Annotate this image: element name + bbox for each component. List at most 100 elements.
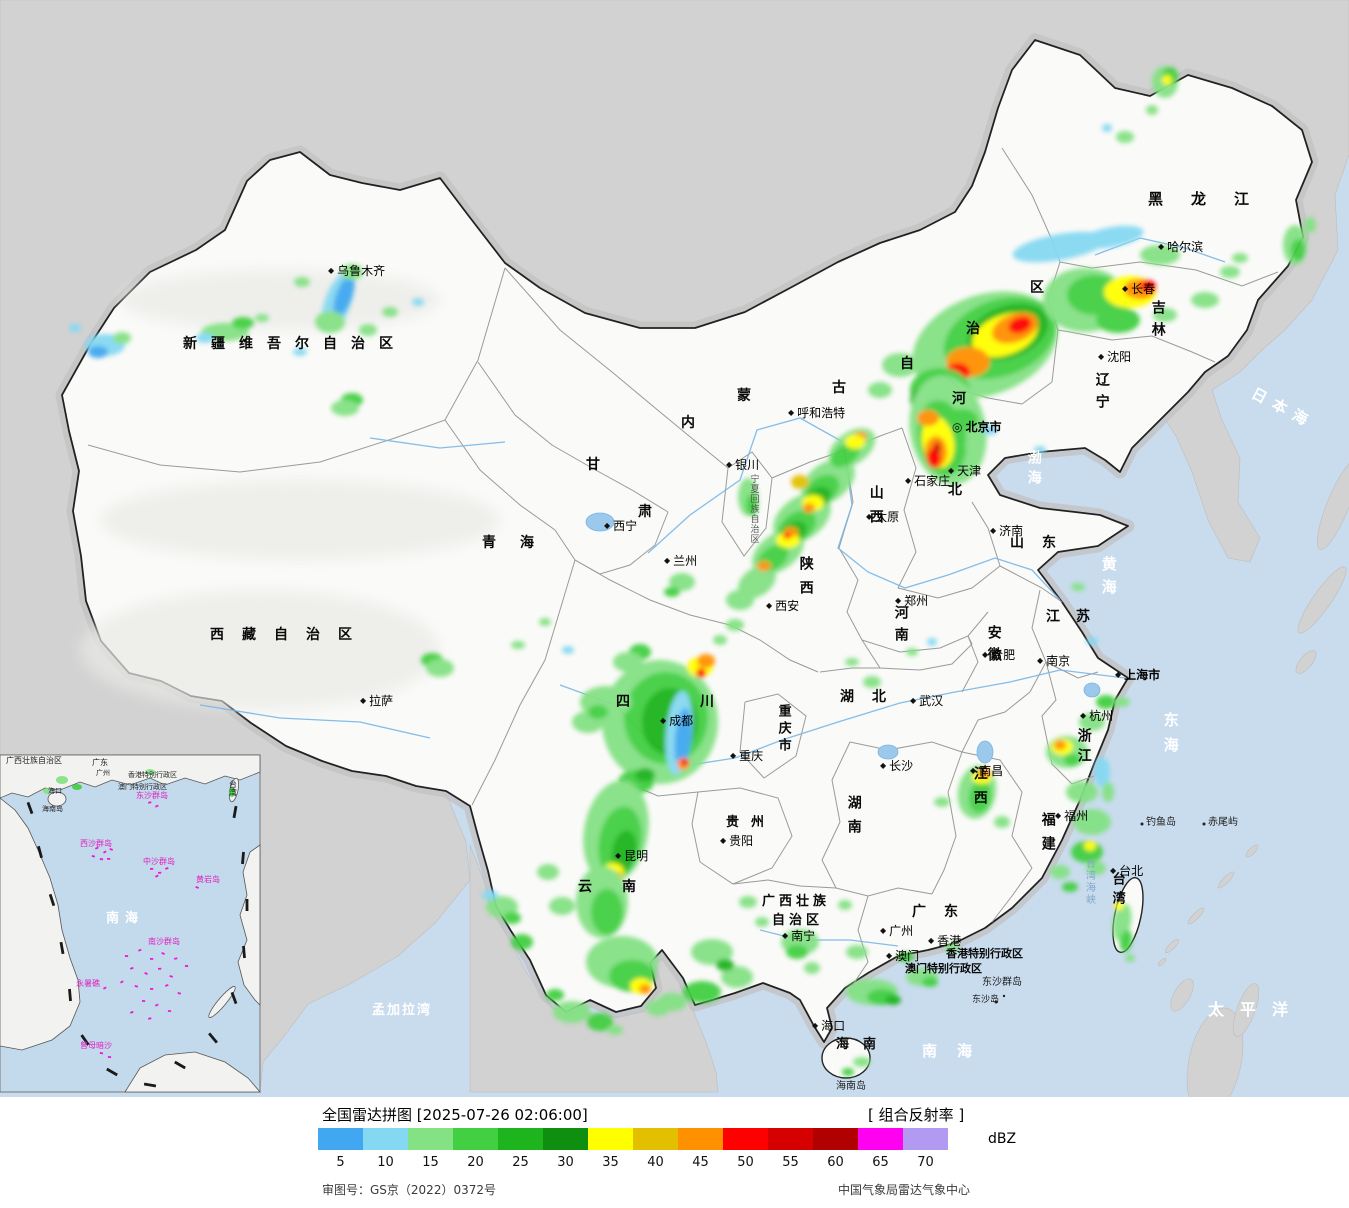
province-boundaries: [87, 147, 1279, 987]
radar-echo-15dbz: [382, 307, 398, 317]
radar-echo-15dbz: [613, 652, 643, 672]
radar-echo-45dbz: [803, 503, 815, 513]
islet-marker: [144, 972, 148, 975]
radar-echo-15dbz: [1220, 266, 1240, 278]
radar-echo-15dbz: [255, 314, 269, 322]
islet-marker: [177, 992, 182, 995]
inset-map: [0, 754, 261, 1093]
radar-echo-10dbz: [1102, 124, 1112, 132]
islet-marker: [130, 1010, 134, 1014]
radar-echo-10dbz: [69, 324, 81, 332]
radar-echo-20dbz: [587, 1013, 613, 1031]
radar-echo-15dbz: [1146, 105, 1158, 115]
radar-echo-15dbz: [1071, 583, 1085, 591]
license-label: 审图号：GS京（2022）0372号: [322, 1183, 496, 1197]
radar-echo-15dbz: [738, 565, 776, 599]
radar-echo-15dbz: [1066, 781, 1098, 803]
inset-land: [0, 754, 261, 1093]
radar-echo-15dbz: [846, 945, 868, 959]
islet-marker: [169, 975, 174, 978]
scale-value: 70: [917, 1155, 934, 1170]
scale-value: 30: [557, 1155, 574, 1170]
radar-echo-50dbz: [696, 668, 706, 678]
radar-echo-20dbz: [546, 989, 564, 1001]
radar-echo-10dbz: [1086, 637, 1098, 645]
scale-swatch-40: [633, 1128, 678, 1150]
boundary-dash: [80, 1034, 90, 1046]
scale-swatch-20: [453, 1128, 498, 1150]
radar-echo-15dbz: [882, 353, 918, 377]
map-title: 全国雷达拼图 [2025-07-26 02:06:00]: [322, 1106, 588, 1124]
radar-echo-10dbz: [1080, 225, 1144, 249]
island-dots: [994, 822, 1206, 1004]
islet-marker: [158, 967, 162, 970]
radar-echo-5dbz: [88, 346, 108, 358]
radar-echo-20dbz: [842, 1068, 854, 1076]
radar-echo-15dbz: [804, 962, 820, 974]
product-label: [ 组合反射率 ]: [868, 1106, 965, 1124]
radar-echo-15dbz: [1086, 861, 1106, 875]
radar-echo-15dbz: [713, 635, 727, 645]
islet-marker: [141, 1000, 146, 1003]
scale-swatch-70: [903, 1128, 948, 1150]
radar-echo-15dbz: [315, 311, 345, 333]
islet-marker: [150, 868, 154, 870]
radar-echo-15dbz: [945, 943, 959, 953]
islet-marker: [91, 855, 96, 858]
radar-echo-15dbz: [539, 618, 551, 626]
radar-echo-20dbz: [511, 934, 533, 950]
islet-marker: [165, 867, 169, 870]
radar-echo-15dbz: [1140, 245, 1180, 265]
radar-echo-15dbz: [1125, 954, 1135, 962]
radar-echo-15dbz: [294, 277, 310, 287]
scale-value: 55: [782, 1155, 799, 1170]
radar-echo-40dbz: [791, 475, 809, 489]
radar-echo-15dbz: [549, 897, 575, 915]
radar-echo-15dbz: [853, 1057, 871, 1067]
radar-echo-15dbz: [965, 438, 985, 452]
radar-echo-15dbz: [994, 816, 1010, 828]
radar-echo-5dbz: [674, 708, 692, 768]
scale-swatch-60: [813, 1128, 858, 1150]
radar-echo-45dbz: [917, 410, 939, 426]
radar-echo-15dbz: [1153, 308, 1177, 322]
hainan-island: [821, 1037, 871, 1079]
scale-swatch-35: [588, 1128, 633, 1150]
radar-echo-10dbz: [412, 298, 424, 306]
radar-echo-20dbz: [1064, 754, 1080, 766]
islet-marker: [148, 801, 152, 804]
radar-echo-15dbz: [511, 641, 525, 649]
scale-swatch-25: [498, 1128, 543, 1150]
radar-echo-15dbz: [1073, 809, 1111, 835]
radar-echo-25dbz: [635, 768, 655, 782]
islet-marker: [109, 848, 114, 851]
islet-marker: [174, 957, 178, 960]
islet-marker: [167, 1009, 172, 1013]
boundary-dash: [208, 1032, 218, 1044]
radar-echo-20dbz: [588, 705, 608, 719]
scale-value: 10: [377, 1155, 394, 1170]
radar-echo-20dbz: [968, 781, 992, 813]
radar-echo-15dbz: [838, 900, 852, 910]
scale-value: 35: [602, 1155, 619, 1170]
boundary-dash: [37, 845, 43, 859]
islet-marker: [107, 857, 111, 860]
scale-swatch-30: [543, 1128, 588, 1150]
radar-echo-20dbz: [1062, 882, 1078, 892]
scale-value: 15: [422, 1155, 439, 1170]
radar-echo-20dbz: [746, 494, 758, 516]
radar-echo-20dbz: [786, 945, 808, 959]
islet-marker: [158, 871, 162, 874]
radar-echo-45dbz: [977, 768, 991, 778]
boundary-dash: [230, 991, 238, 1005]
boundary-dash: [68, 988, 72, 1002]
scale-swatch-45: [678, 1128, 723, 1150]
radar-echo-15dbz: [726, 619, 744, 631]
radar-echo-15dbz: [721, 966, 753, 988]
radar-echo-10dbz: [1034, 446, 1046, 454]
radar-echo-15dbz: [341, 264, 363, 280]
scale-value: 20: [467, 1155, 484, 1170]
islet-marker: [99, 858, 104, 861]
radar-echo-15dbz: [1079, 713, 1105, 731]
radar-echo-25dbz: [611, 830, 637, 874]
